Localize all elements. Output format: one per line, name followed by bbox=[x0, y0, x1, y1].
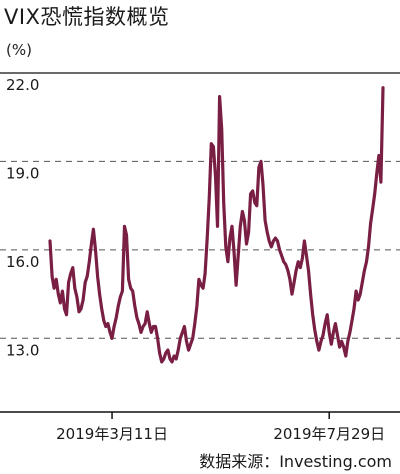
chart-title: VIX恐慌指数概览 bbox=[4, 5, 170, 29]
vix-series-line bbox=[48, 86, 385, 364]
y-tick-label-13.0: 13.0 bbox=[6, 341, 39, 359]
data-source-note: 数据来源：Investing.com bbox=[199, 452, 392, 471]
y-axis-unit-label: (%) bbox=[6, 41, 32, 59]
y-tick-label-16.0: 16.0 bbox=[6, 253, 39, 271]
y-tick-label-19.0: 19.0 bbox=[6, 164, 39, 182]
x-tick-label-1: 2019年3月11日 bbox=[56, 425, 168, 443]
y-tick-label-22.0: 22.0 bbox=[6, 76, 39, 94]
x-tick-label-2: 2019年7月29日 bbox=[273, 425, 385, 443]
